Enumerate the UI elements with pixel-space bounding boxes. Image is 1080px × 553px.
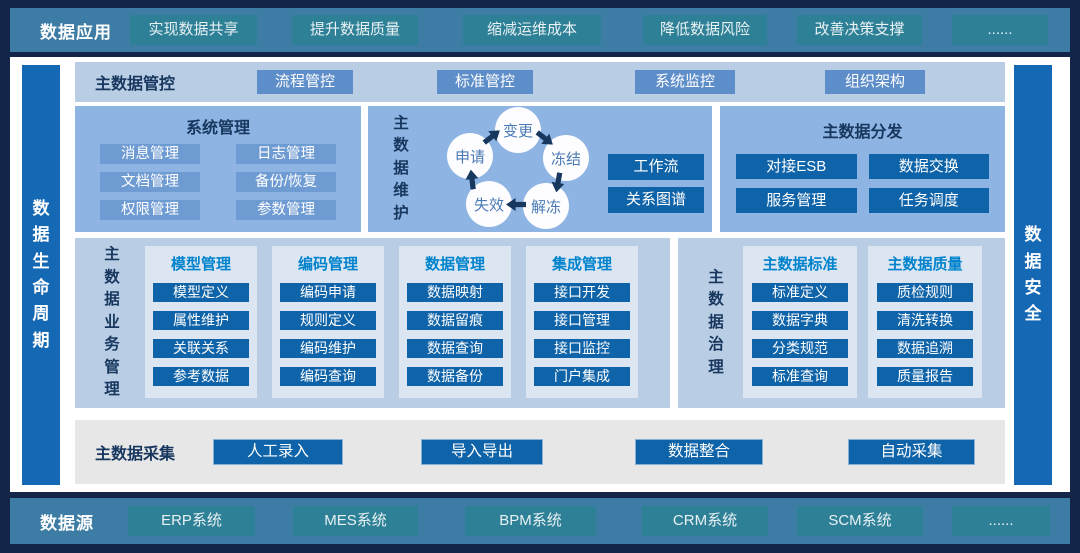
cycle-node-change: 变更 bbox=[495, 107, 541, 153]
collection-label: 主数据采集 bbox=[95, 446, 176, 463]
chip-document-mgmt: 文档管理 bbox=[100, 172, 200, 192]
chip-quality-check-rules: 质检规则 bbox=[877, 283, 973, 302]
integration-management-header: 集成管理 bbox=[551, 256, 612, 273]
chip-auto-collection: 自动采集 bbox=[848, 439, 975, 465]
data-lifecycle-sidebar: 数据生命周期 bbox=[22, 65, 60, 485]
governance-title: 主数据治理 bbox=[708, 268, 724, 376]
chip-more-applications: ...... bbox=[952, 15, 1048, 45]
chip-backup-restore: 备份/恢复 bbox=[236, 172, 336, 192]
chip-data-trace-mark: 数据留痕 bbox=[407, 311, 503, 330]
master-data-distribution-panel: 主数据分发 对接ESB 数据交换 服务管理 任务调度 bbox=[720, 106, 1005, 232]
chip-association-relation: 关联关系 bbox=[153, 339, 249, 358]
data-lifecycle-label: 数据生命周期 bbox=[32, 198, 50, 350]
chip-task-scheduling: 任务调度 bbox=[868, 188, 989, 213]
master-data-distribution-title: 主数据分发 bbox=[822, 124, 903, 141]
chip-reference-data: 参考数据 bbox=[153, 367, 249, 386]
chip-data-sharing: 实现数据共享 bbox=[130, 15, 257, 45]
chip-code-apply: 编码申请 bbox=[280, 283, 376, 302]
integration-management-column: 集成管理 接口开发 接口管理 接口监控 门户集成 bbox=[526, 246, 638, 398]
data-management-column: 数据管理 数据映射 数据留痕 数据查询 数据备份 bbox=[399, 246, 511, 398]
model-management-column: 模型管理 模型定义 属性维护 关联关系 参考数据 bbox=[145, 246, 257, 398]
chip-rule-definition: 规则定义 bbox=[280, 311, 376, 330]
chip-crm-system: CRM系统 bbox=[642, 506, 768, 536]
data-security-sidebar: 数据安全 bbox=[1014, 65, 1052, 485]
chip-standard-query: 标准查询 bbox=[752, 367, 848, 386]
master-data-standard-column: 主数据标准 标准定义 数据字典 分类规范 标准查询 bbox=[743, 246, 857, 398]
chip-data-tracing: 数据追溯 bbox=[877, 339, 973, 358]
chip-data-exchange: 数据交换 bbox=[868, 154, 989, 179]
master-data-quality-column: 主数据质量 质检规则 清洗转换 数据追溯 质量报告 bbox=[868, 246, 982, 398]
chip-scm-system: SCM系统 bbox=[797, 506, 923, 536]
chip-api-monitoring: 接口监控 bbox=[534, 339, 630, 358]
chip-standard-definition: 标准定义 bbox=[752, 283, 848, 302]
chip-attribute-maintenance: 属性维护 bbox=[153, 311, 249, 330]
business-management-panel: 主数据业务管理 模型管理 模型定义 属性维护 关联关系 参考数据 编码管理 编码… bbox=[75, 238, 670, 408]
chip-api-development: 接口开发 bbox=[534, 283, 630, 302]
chip-process-control: 流程管控 bbox=[257, 70, 353, 94]
chip-data-quality-improve: 提升数据质量 bbox=[292, 15, 418, 45]
data-source-label: 数据源 bbox=[40, 513, 94, 533]
master-data-control-row: 主数据管控 流程管控 标准管控 系统监控 组织架构 bbox=[75, 62, 1005, 102]
chip-data-dictionary: 数据字典 bbox=[752, 311, 848, 330]
chip-data-backup: 数据备份 bbox=[407, 367, 503, 386]
chip-log-mgmt: 日志管理 bbox=[236, 144, 336, 164]
data-application-label: 数据应用 bbox=[40, 22, 112, 42]
system-management-panel: 系统管理 消息管理 日志管理 文档管理 备份/恢复 权限管理 参数管理 bbox=[75, 106, 361, 232]
data-management-header: 数据管理 bbox=[424, 256, 485, 273]
master-data-maintenance-panel: 主数据维护 变更 申请 冻结 失效 解冻 工作流 关系图谱 bbox=[368, 106, 712, 232]
chip-model-definition: 模型定义 bbox=[153, 283, 249, 302]
system-management-title: 系统管理 bbox=[185, 120, 250, 137]
business-management-title: 主数据业务管理 bbox=[104, 246, 120, 399]
chip-decision-support: 改善决策支撑 bbox=[797, 15, 922, 45]
chip-bpm-system: BPM系统 bbox=[465, 506, 596, 536]
chip-esb-connect: 对接ESB bbox=[736, 154, 857, 179]
chip-org-structure: 组织架构 bbox=[825, 70, 925, 94]
chip-workflow: 工作流 bbox=[608, 154, 704, 180]
coding-management-header: 编码管理 bbox=[297, 256, 358, 273]
chip-classification-spec: 分类规范 bbox=[752, 339, 848, 358]
chip-more-sources: ...... bbox=[952, 506, 1050, 536]
chip-data-integration: 数据整合 bbox=[635, 439, 763, 465]
data-security-label: 数据安全 bbox=[1024, 225, 1042, 324]
master-data-quality-header: 主数据质量 bbox=[887, 256, 963, 273]
chip-data-mapping: 数据映射 bbox=[407, 283, 503, 302]
chip-parameter-mgmt: 参数管理 bbox=[236, 200, 336, 220]
chip-standard-control: 标准管控 bbox=[437, 70, 533, 94]
chip-permission-mgmt: 权限管理 bbox=[100, 200, 200, 220]
chip-erp-system: ERP系统 bbox=[128, 506, 255, 536]
chip-data-query: 数据查询 bbox=[407, 339, 503, 358]
chip-manual-entry: 人工录入 bbox=[213, 439, 343, 465]
chip-relationship-graph: 关系图谱 bbox=[608, 187, 704, 213]
chip-portal-integration: 门户集成 bbox=[534, 367, 630, 386]
collection-row: 主数据采集 人工录入 导入导出 数据整合 自动采集 bbox=[75, 420, 1005, 484]
cycle-node-unfreeze: 解冻 bbox=[523, 183, 569, 229]
chip-data-risk-reduce: 降低数据风险 bbox=[643, 15, 767, 45]
master-data-control-label: 主数据管控 bbox=[95, 76, 176, 93]
data-source-bar: 数据源 ERP系统 MES系统 BPM系统 CRM系统 SCM系统 ...... bbox=[10, 498, 1070, 544]
chip-ops-cost-reduce: 缩减运维成本 bbox=[463, 15, 601, 45]
chip-service-mgmt: 服务管理 bbox=[736, 188, 857, 213]
master-data-standard-header: 主数据标准 bbox=[762, 256, 838, 273]
chip-message-mgmt: 消息管理 bbox=[100, 144, 200, 164]
chip-cleansing-transform: 清洗转换 bbox=[877, 311, 973, 330]
model-management-header: 模型管理 bbox=[170, 256, 231, 273]
data-application-bar: 数据应用 实现数据共享 提升数据质量 缩减运维成本 降低数据风险 改善决策支撑 … bbox=[10, 8, 1070, 52]
chip-system-monitoring: 系统监控 bbox=[635, 70, 735, 94]
chip-code-query: 编码查询 bbox=[280, 367, 376, 386]
chip-mes-system: MES系统 bbox=[293, 506, 418, 536]
chip-api-management: 接口管理 bbox=[534, 311, 630, 330]
master-data-maintenance-title: 主数据维护 bbox=[393, 114, 409, 222]
chip-code-maintenance: 编码维护 bbox=[280, 339, 376, 358]
coding-management-column: 编码管理 编码申请 规则定义 编码维护 编码查询 bbox=[272, 246, 384, 398]
chip-import-export: 导入导出 bbox=[421, 439, 543, 465]
master-data-distribution-grid: 对接ESB 数据交换 服务管理 任务调度 bbox=[736, 154, 989, 213]
system-management-grid: 消息管理 日志管理 文档管理 备份/恢复 权限管理 参数管理 bbox=[100, 144, 336, 220]
governance-panel: 主数据治理 主数据标准 标准定义 数据字典 分类规范 标准查询 主数据质量 质检… bbox=[678, 238, 1005, 408]
chip-quality-report: 质量报告 bbox=[877, 367, 973, 386]
